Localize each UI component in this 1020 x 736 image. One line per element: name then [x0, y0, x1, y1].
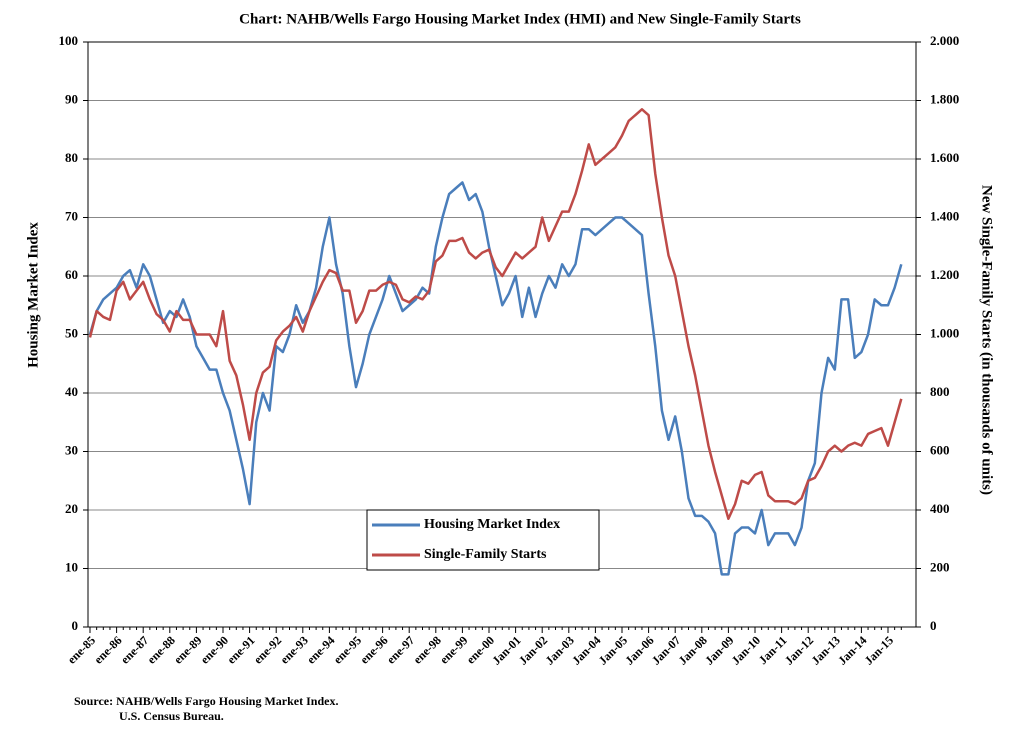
x-tick-label: ene-88	[144, 633, 177, 666]
x-tick-label: Jan-02	[516, 633, 550, 667]
x-tick-label: ene-94	[304, 633, 337, 666]
y2-tick-label: 400	[930, 501, 950, 516]
x-tick-label: Jan-14	[835, 633, 869, 667]
x-tick-label: Jan-10	[729, 633, 763, 667]
x-tick-label: ene-91	[224, 633, 257, 666]
x-tick-label: ene-97	[384, 633, 417, 666]
y2-tick-label: 800	[930, 384, 950, 399]
x-tick-label: Jan-13	[808, 633, 842, 667]
y-tick-label: 50	[65, 325, 78, 340]
source: Source: NAHB/Wells Fargo Housing Market …	[74, 694, 338, 708]
y-axis-label: Housing Market Index	[25, 222, 41, 368]
y2-tick-label: 1.400	[930, 208, 959, 223]
y-tick-label: 80	[65, 150, 78, 165]
y-tick-label: 90	[65, 91, 78, 106]
x-tick-label: ene-95	[331, 633, 364, 666]
series-line	[88, 181, 903, 576]
x-tick-label: Jan-08	[675, 633, 709, 667]
y-tick-label: 30	[65, 442, 78, 457]
y-tick-label: 20	[65, 501, 78, 516]
x-tick-label: Jan-09	[702, 633, 736, 667]
x-tick-label: Jan-04	[569, 633, 603, 667]
x-tick-label: ene-98	[410, 633, 443, 666]
x-tick-label: ene-89	[171, 633, 204, 666]
x-tick-label: ene-92	[251, 633, 284, 666]
x-tick-label: Jan-06	[622, 633, 656, 667]
y-tick-label: 40	[65, 384, 78, 399]
y2-tick-label: 600	[930, 442, 950, 457]
x-tick-label: ene-99	[437, 633, 470, 666]
x-tick-label: ene-90	[198, 633, 231, 666]
x-tick-label: Jan-07	[649, 633, 683, 667]
series-line	[88, 108, 903, 521]
x-tick-label: ene-86	[91, 633, 124, 666]
x-tick-label: Jan-01	[489, 633, 523, 667]
y-tick-label: 100	[59, 33, 79, 48]
y2-tick-label: 1.000	[930, 325, 959, 340]
x-tick-label: ene-96	[357, 633, 390, 666]
chart-title: Chart: NAHB/Wells Fargo Housing Market I…	[239, 11, 801, 27]
x-tick-label: Jan-05	[596, 633, 630, 667]
x-tick-label: Jan-15	[862, 633, 896, 667]
y-tick-label: 70	[65, 208, 78, 223]
y2-tick-label: 1.600	[930, 150, 959, 165]
x-tick-label: ene-93	[277, 633, 310, 666]
legend-label: Single-Family Starts	[424, 547, 547, 562]
y2-axis-label: New Single-Family Starts (in thousands o…	[979, 185, 995, 495]
x-tick-label: ene-85	[65, 633, 98, 666]
x-tick-label: Jan-12	[782, 633, 816, 667]
x-tick-label: Jan-11	[756, 633, 790, 667]
y2-tick-label: 0	[930, 618, 937, 633]
source: U.S. Census Bureau.	[119, 709, 224, 723]
y2-tick-label: 1.200	[930, 267, 959, 282]
y-tick-label: 10	[65, 559, 78, 574]
x-tick-label: ene-87	[118, 633, 151, 666]
y-tick-label: 60	[65, 267, 78, 282]
legend-label: Housing Market Index	[424, 517, 560, 532]
y2-tick-label: 1.800	[930, 91, 959, 106]
x-tick-label: Jan-03	[542, 633, 576, 667]
y-tick-label: 0	[72, 618, 79, 633]
y2-tick-label: 2.000	[930, 33, 959, 48]
legend	[366, 509, 600, 571]
y2-tick-label: 200	[930, 559, 950, 574]
